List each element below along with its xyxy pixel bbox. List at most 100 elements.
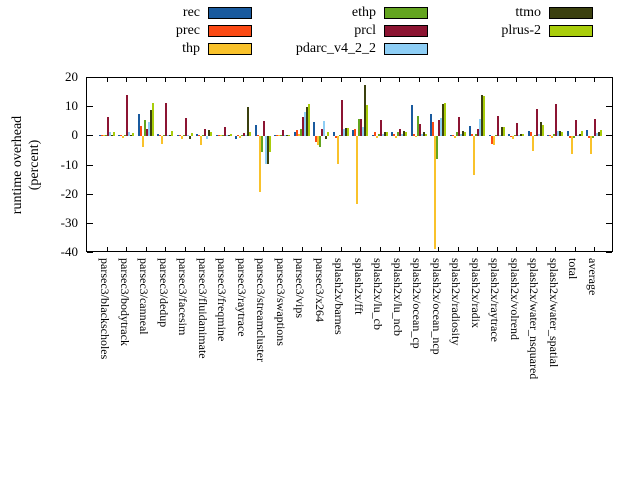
x-category-label: splash2x/radix [468,258,483,328]
bar-ethp [455,131,458,137]
bar-rec [137,114,140,137]
bar-ttmo [422,131,425,137]
x-tick-mark [594,78,596,82]
bar-prec [159,135,162,137]
bar-thp [122,136,125,138]
bar-rec [566,131,569,137]
bar-pdarc_v4_2_2 [167,134,170,137]
legend-swatch [549,25,593,37]
x-tick-mark [204,247,206,251]
bar-pdarc_v4_2_2 [498,135,501,137]
legend-swatch [208,25,252,37]
x-category-label: splash2x/volrend [507,258,522,340]
x-tick-mark [379,247,381,251]
x-category-label: parsec3/vips [293,258,308,318]
plot-area [86,77,613,253]
bar-prec [490,136,493,144]
x-tick-mark [418,247,420,251]
bar-prcl [340,100,343,137]
y-tick-label: -20 [60,185,78,201]
bar-thp [492,136,495,146]
bar-pdarc_v4_2_2 [537,133,540,137]
x-category-label: splash2x/ocean_cp [410,258,425,349]
x-category-label: parsec3/canneal [137,258,152,335]
legend-entry-thp: thp [30,40,252,58]
bar-prcl [418,123,421,137]
legend-swatch [549,7,593,19]
bar-prec [568,136,571,138]
bar-rec [547,135,550,137]
bar-ttmo [188,136,191,140]
x-category-label: splash2x/water_spatial [546,258,561,368]
bar-thp [434,136,437,250]
bar-prcl [496,115,499,137]
bar-pdarc_v4_2_2 [401,133,404,137]
bar-prcl [301,116,304,137]
bar-ethp [182,134,185,137]
x-category-label: parsec3/bodytrack [117,258,132,346]
bar-ttmo [364,85,367,137]
x-tick-mark [399,78,401,82]
bar-rec [586,130,589,137]
x-tick-mark [496,78,498,82]
bar-pdarc_v4_2_2 [479,118,482,137]
y-tick-mark [606,106,612,108]
bar-pdarc_v4_2_2 [420,133,423,137]
y-axis-title-line2: (percent) [27,139,42,191]
x-tick-mark [360,247,362,251]
bar-prcl [184,117,187,137]
x-tick-mark [438,78,440,82]
bar-rec [449,135,452,137]
x-category-label: parsec3/swaptions [273,258,288,346]
bar-plrus-2 [424,133,427,137]
bar-plrus-2 [522,133,525,137]
bar-ttmo [169,134,172,137]
y-tick-label: 10 [65,98,78,114]
bar-prec [412,133,415,137]
bar-ethp [104,134,107,137]
bar-ethp [436,136,439,159]
bar-ttmo [286,135,289,137]
bar-pdarc_v4_2_2 [362,127,365,137]
bar-prcl [516,122,519,137]
bar-ethp [319,136,322,148]
bar-prcl [594,118,597,137]
x-tick-mark [457,78,459,82]
bar-ethp [494,135,497,137]
bar-thp [512,136,515,140]
legend-label: pdarc_v4_2_2 [295,41,376,56]
bar-prcl [243,133,246,137]
bar-prec [139,126,142,137]
bar-thp [356,136,359,204]
bar-ttmo [520,133,523,137]
bar-plrus-2 [249,131,252,137]
legend-swatch [384,7,428,19]
bar-rec [391,131,394,137]
legend-entry-ttmo: ttmo [380,4,593,22]
bar-pdarc_v4_2_2 [108,132,111,137]
y-tick-label: -40 [60,244,78,259]
bar-ttmo [208,130,211,137]
bar-thp [219,135,222,137]
bar-prec [256,134,259,137]
bar-plrus-2 [502,127,505,137]
y-tick-mark [87,193,93,195]
legend-column: rec prec thp [30,4,252,58]
x-tick-mark [145,247,147,251]
bar-ttmo [461,130,464,137]
bar-thp [551,136,554,138]
bar-thp [336,136,339,164]
legend-swatch [384,43,428,55]
legend-entry-prec: prec [30,22,252,40]
bar-pdarc_v4_2_2 [596,133,599,137]
legend-column: ttmo plrus-2 [380,4,593,40]
x-tick-mark [516,247,518,251]
bar-plrus-2 [132,133,135,137]
bar-plrus-2 [190,133,193,137]
bar-thp [297,133,300,137]
bar-ttmo [227,134,230,137]
bar-plrus-2 [600,130,603,137]
bar-ttmo [403,130,406,137]
bar-thp [453,136,456,138]
bar-pdarc_v4_2_2 [518,135,521,137]
